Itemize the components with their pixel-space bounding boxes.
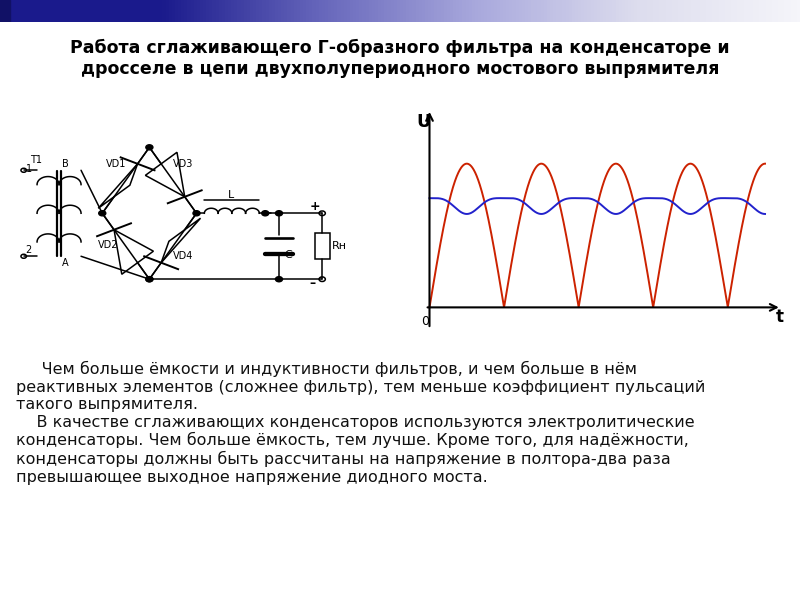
Text: VD2: VD2	[98, 239, 119, 250]
Circle shape	[146, 277, 153, 282]
Text: T1: T1	[30, 155, 42, 165]
Text: –: –	[310, 277, 316, 290]
Text: VD4: VD4	[173, 251, 194, 261]
Text: 0: 0	[421, 314, 429, 328]
Circle shape	[146, 145, 153, 150]
Text: VD3: VD3	[173, 160, 194, 169]
Text: VD1: VD1	[106, 160, 126, 169]
Text: Rн: Rн	[332, 241, 347, 251]
Text: L: L	[228, 190, 234, 199]
Text: Работа сглаживающего Г-образного фильтра на конденсаторе и
дросселе в цепи двухп: Работа сглаживающего Г-образного фильтра…	[70, 39, 730, 78]
Text: C: C	[285, 250, 293, 260]
Text: U: U	[416, 113, 431, 131]
Text: +: +	[310, 200, 320, 213]
Circle shape	[275, 277, 282, 282]
Bar	[314, 233, 330, 259]
Bar	[0, 0, 10, 22]
Circle shape	[146, 277, 153, 282]
Text: A: A	[62, 258, 69, 268]
Text: t: t	[776, 308, 784, 326]
Text: 2: 2	[26, 245, 32, 256]
Text: Чем больше ёмкости и индуктивности фильтров, и чем больше в нём
реактивных элеме: Чем больше ёмкости и индуктивности фильт…	[16, 361, 706, 485]
Circle shape	[193, 211, 200, 216]
Circle shape	[98, 211, 106, 216]
Text: B: B	[62, 160, 69, 169]
Circle shape	[262, 211, 269, 216]
Text: 1: 1	[26, 164, 32, 174]
Circle shape	[275, 211, 282, 216]
